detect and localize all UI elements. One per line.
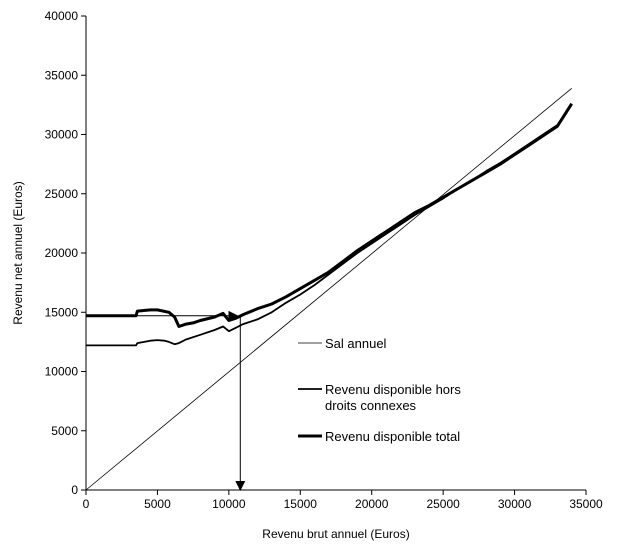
legend-label: Revenu disponible hors droits connexes	[325, 382, 461, 413]
legend-label: Sal annuel	[325, 336, 387, 351]
legend: Sal annuel Revenu disponible hors droits c…	[298, 336, 461, 444]
y-tick-label: 20000	[45, 246, 79, 260]
x-tick-label: 5000	[144, 497, 171, 511]
y-tick-label: 15000	[45, 305, 79, 319]
x-tick-label: 10000	[212, 497, 246, 511]
x-axis-title: Revenu brut annuel (Euros)	[262, 527, 409, 541]
x-tick-label: 20000	[355, 497, 389, 511]
y-tick-label: 40000	[45, 9, 79, 23]
x-tick-label: 35000	[569, 497, 603, 511]
y-tick-label: 30000	[45, 128, 79, 142]
plot-area	[86, 16, 586, 490]
x-tick-label: 25000	[426, 497, 460, 511]
x-tick-label: 30000	[498, 497, 532, 511]
series-line-thin	[85, 87, 572, 491]
y-tick-label: 25000	[45, 187, 79, 201]
y-tick-label: 35000	[45, 68, 79, 82]
legend-label: Revenu disponible total	[325, 429, 460, 444]
y-tick-label: 10000	[45, 365, 79, 379]
y-tick-label: 0	[71, 483, 78, 497]
x-tick-label: 0	[83, 497, 90, 511]
series-line-thick	[86, 102, 573, 328]
x-tick-label: 15000	[284, 497, 318, 511]
y-axis-title: Revenu net annuel (Euros)	[11, 181, 25, 324]
y-tick-label: 5000	[51, 424, 78, 438]
